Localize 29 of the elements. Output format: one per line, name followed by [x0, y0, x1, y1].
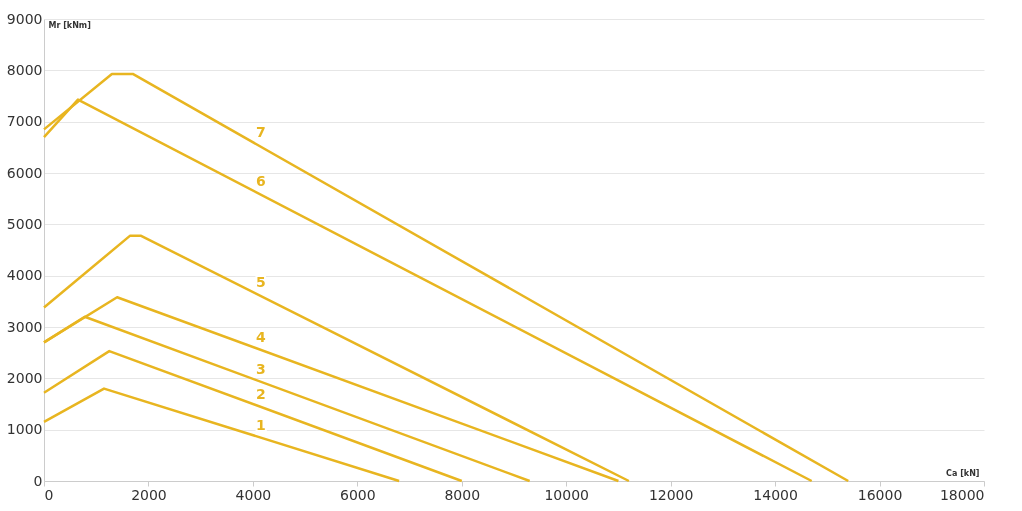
series-label: 6	[256, 172, 266, 189]
x-axis-title: Ca [kN]	[946, 468, 980, 478]
y-axis-title: Mr [kNm]	[48, 20, 91, 30]
y-tick-label: 0	[33, 472, 43, 489]
y-tick-label: 6000	[6, 164, 43, 181]
x-tick-label: 14000	[753, 486, 798, 503]
x-tick-label: 2000	[131, 486, 167, 503]
series-label: 3	[256, 360, 266, 377]
x-tick-label: 16000	[857, 486, 903, 503]
y-tick-label: 7000	[6, 113, 43, 130]
series-label: 7	[256, 124, 266, 141]
series-label: 5	[256, 274, 266, 291]
y-tick-label: 4000	[6, 267, 43, 284]
x-tick-label: 12000	[648, 486, 694, 503]
x-tick-label: 18000	[939, 486, 985, 503]
y-tick-label: 2000	[6, 369, 43, 386]
y-tick-label: 3000	[6, 318, 43, 335]
series-label: 2	[256, 386, 266, 403]
series-label: 1	[256, 417, 266, 434]
x-tick-label: 10000	[544, 486, 589, 503]
x-tick-label: 4000	[235, 486, 272, 503]
y-tick-label: 1000	[6, 421, 43, 438]
y-tick-label: 9000	[6, 10, 43, 27]
series-label: 4	[256, 329, 267, 345]
x-tick-label: 0	[44, 486, 54, 503]
x-tick-label: 6000	[340, 486, 376, 503]
x-tick-label: 8000	[444, 486, 481, 503]
y-tick-label: 5000	[6, 215, 43, 232]
y-tick-label: 8000	[6, 61, 43, 78]
